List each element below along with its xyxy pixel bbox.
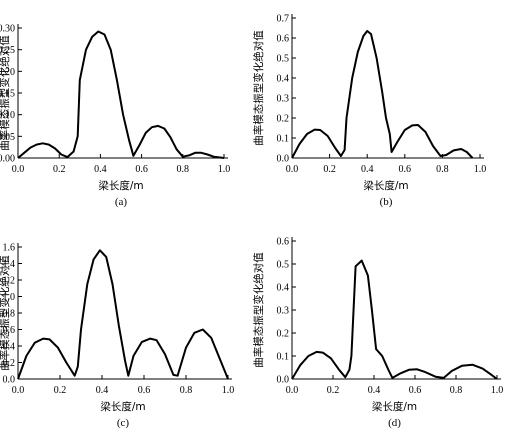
y-axis-title: 曲率模态振型变化绝对值 bbox=[252, 30, 265, 146]
y-tick-label: 0.5 bbox=[277, 260, 290, 271]
y-tick-label: 1.6 bbox=[3, 243, 16, 254]
y-tick-label: 0.8 bbox=[3, 309, 16, 320]
y-tick-label: 0.20 bbox=[0, 67, 15, 78]
y-tick-label: 0.30 bbox=[0, 24, 15, 35]
x-tick-label: 0.2 bbox=[54, 385, 67, 396]
y-tick-label: 1.4 bbox=[3, 259, 16, 270]
panel-d: 0.0 0.2 0.4 0.6 0.8 1.0 0.0 0.1 0.2 0.3 0.4 0.5 0.6 梁… bbox=[252, 237, 503, 430]
y-tick-label: 0.6 bbox=[277, 237, 290, 248]
panel-label: (b) bbox=[380, 196, 393, 208]
x-tick-label: 1.0 bbox=[222, 385, 235, 396]
y-tick-label: 0.4 bbox=[277, 74, 290, 85]
y-tick-label: 0.2 bbox=[277, 114, 290, 125]
series-line bbox=[17, 249, 229, 380]
x-tick-label: 0.4 bbox=[368, 385, 381, 396]
y-tick-label: 0.0 bbox=[277, 154, 290, 165]
x-tick-label: 0.2 bbox=[327, 385, 340, 396]
x-tick-label: 1.0 bbox=[218, 164, 231, 175]
x-tick-label: 1.0 bbox=[474, 164, 487, 175]
y-tick-label: 0.10 bbox=[0, 110, 15, 121]
y-tick-label: 0.3 bbox=[277, 94, 290, 105]
y-tick-label: 0.15 bbox=[0, 89, 15, 100]
panel-label: (a) bbox=[115, 196, 128, 208]
y-axis-title: 曲率模态振型变化绝对值 bbox=[252, 252, 265, 368]
y-tick-label: 1.2 bbox=[3, 276, 16, 287]
x-tick-label: 0.2 bbox=[53, 164, 66, 175]
x-tick-label: 0.4 bbox=[361, 164, 374, 175]
y-tick-label: 0.4 bbox=[3, 342, 16, 353]
x-tick-label: 0.4 bbox=[94, 164, 107, 175]
x-tick-label: 0.8 bbox=[436, 164, 449, 175]
x-tick-label: 0.6 bbox=[135, 164, 148, 175]
x-tick-label: 0.2 bbox=[323, 164, 336, 175]
y-axis-title: 曲率模态振型变化绝对值 bbox=[0, 35, 11, 151]
x-tick-label: 0.8 bbox=[450, 385, 463, 396]
y-tick-label: 0.4 bbox=[277, 283, 290, 294]
x-axis-title: 梁长度/m bbox=[363, 179, 408, 192]
x-tick-label: 0.0 bbox=[286, 164, 299, 175]
series-line bbox=[17, 30, 225, 159]
panel-c: 0.0 0.2 0.4 0.6 0.8 1.0 0.0 0.2 0.4 0.6 0.8 1.0 1.2 1… bbox=[0, 243, 234, 430]
x-tick-label: 0.0 bbox=[12, 164, 25, 175]
y-tick-label: 0.2 bbox=[3, 358, 16, 369]
panel-label: (d) bbox=[388, 417, 401, 429]
y-tick-label: 0.3 bbox=[277, 306, 290, 317]
x-tick-label: 0.6 bbox=[399, 164, 412, 175]
x-tick-label: 0.8 bbox=[180, 385, 193, 396]
y-tick-label: 0.7 bbox=[277, 14, 290, 25]
y-tick-label: 0.05 bbox=[0, 132, 15, 143]
panel-b: 0.0 0.2 0.4 0.6 0.8 1.0 0.0 0.1 0.2 0.3 0.4 0.5 0.6 0… bbox=[252, 14, 486, 209]
x-tick-label: 0.0 bbox=[12, 385, 25, 396]
panel-label: (c) bbox=[117, 417, 130, 429]
y-tick-label: 0.5 bbox=[277, 54, 290, 65]
x-axis-title: 梁长度/m bbox=[100, 400, 145, 413]
x-tick-label: 0.6 bbox=[138, 385, 151, 396]
y-tick-label: 0.6 bbox=[3, 325, 16, 336]
x-tick-label: 1.0 bbox=[491, 385, 504, 396]
x-axis-title: 梁长度/m bbox=[98, 179, 143, 192]
y-tick-label: 1.0 bbox=[3, 292, 16, 303]
x-tick-label: 0.8 bbox=[177, 164, 190, 175]
y-tick-label: 0.1 bbox=[277, 134, 290, 145]
y-tick-label: 0.0 bbox=[277, 375, 290, 386]
y-tick-label: 0.1 bbox=[277, 352, 290, 363]
x-tick-label: 0.4 bbox=[96, 385, 109, 396]
y-tick-label: 0.25 bbox=[0, 45, 15, 56]
y-tick-label: 0.2 bbox=[277, 329, 290, 340]
series-line bbox=[291, 30, 474, 159]
y-tick-label: 0.6 bbox=[277, 34, 290, 45]
x-tick-label: 0.6 bbox=[409, 385, 422, 396]
x-tick-label: 0.0 bbox=[286, 385, 299, 396]
series-line bbox=[291, 259, 498, 380]
panel-a: 0.0 0.2 0.4 0.6 0.8 1.0 0.00 0.05 0.10 0.15 0.20 0.… bbox=[0, 24, 230, 209]
y-tick-label: 0.0 bbox=[3, 375, 16, 386]
y-tick-label: 0.00 bbox=[0, 154, 15, 165]
y-axis-title: 曲率模态振型变化绝对值 bbox=[0, 255, 11, 371]
x-axis-title: 梁长度/m bbox=[372, 400, 417, 413]
